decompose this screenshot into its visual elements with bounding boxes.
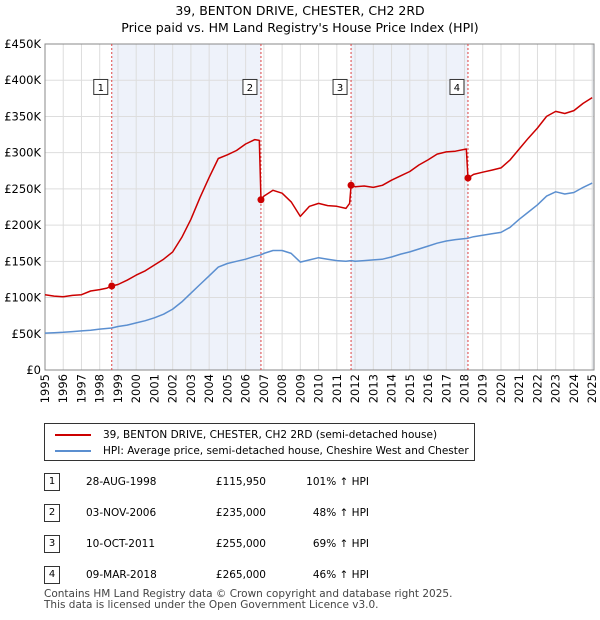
- x-tick-label: 2007: [257, 374, 271, 403]
- sale-hpi-change: 101% ↑ HPI: [306, 476, 369, 488]
- x-tick-label: 2020: [494, 374, 508, 403]
- sale-row: 2 03-NOV-2006 £235,000 48% ↑ HPI: [44, 502, 404, 524]
- ownership-shade: [111, 44, 261, 370]
- sale-date: 03-NOV-2006: [86, 507, 157, 519]
- y-tick-label: £150K: [4, 254, 41, 268]
- y-tick-label: £100K: [4, 291, 41, 305]
- footer-license: This data is licensed under the Open Gov…: [44, 599, 379, 611]
- x-tick-label: 2012: [348, 374, 362, 403]
- x-tick-label: 2019: [476, 374, 490, 403]
- x-tick-label: 1996: [56, 374, 70, 403]
- x-tick-label: 1999: [111, 374, 125, 403]
- x-tick-label: 2008: [275, 374, 289, 403]
- sale-number: 1: [44, 473, 60, 491]
- series-line-hpi: [44, 182, 593, 334]
- sale-price: £115,950: [215, 476, 266, 488]
- sale-label-box: [93, 78, 109, 95]
- sale-price: £265,000: [215, 569, 266, 581]
- sale-point: [464, 174, 472, 182]
- sale-date: 10-OCT-2011: [86, 538, 155, 550]
- sale-point: [108, 282, 116, 290]
- x-tick-label: 2016: [421, 374, 435, 403]
- x-tick-label: 2013: [366, 374, 380, 403]
- x-tick-label: 2011: [330, 374, 344, 403]
- x-tick-label: 1998: [93, 374, 107, 403]
- legend-label-hpi: HPI: Average price, semi-detached house,…: [103, 445, 469, 457]
- chart-subtitle: Price paid vs. HM Land Registry's House …: [121, 20, 479, 35]
- sale-number: 3: [44, 535, 60, 553]
- plot-frame: [44, 43, 595, 371]
- y-tick-label: £450K: [4, 37, 41, 51]
- sale-label-box: [332, 78, 348, 95]
- x-tick-label: 2001: [147, 374, 161, 403]
- sale-price: £235,000: [215, 507, 266, 519]
- x-tick-label: 2005: [220, 374, 234, 403]
- sale-hpi-change: 69% ↑ HPI: [312, 538, 369, 550]
- footer-copyright: Contains HM Land Registry data © Crown c…: [44, 588, 453, 600]
- sale-date: 28-AUG-1998: [86, 476, 157, 488]
- x-tick-label: 2009: [293, 374, 307, 403]
- x-tick-label: 1997: [74, 374, 88, 403]
- sale-label-number: 1: [98, 83, 104, 94]
- sale-date: 09-MAR-2018: [86, 569, 157, 581]
- legend-swatch-property: [55, 434, 91, 436]
- legend-item-property: 39, BENTON DRIVE, CHESTER, CH2 2RD (semi…: [55, 427, 437, 443]
- y-tick-label: £0: [26, 363, 41, 377]
- legend-swatch-hpi: [55, 450, 91, 452]
- sale-point: [347, 181, 355, 189]
- sale-number: 2: [44, 504, 60, 522]
- x-tick-label: 2023: [549, 374, 563, 403]
- x-tick-label: 2021: [512, 374, 526, 403]
- sale-row: 3 10-OCT-2011 £255,000 69% ↑ HPI: [44, 533, 404, 555]
- series-line-property: [44, 96, 593, 298]
- x-tick-label: 1995: [38, 374, 52, 403]
- x-tick-label: 2010: [312, 374, 326, 403]
- x-tick-label: 2022: [530, 374, 544, 403]
- sale-label-number: 3: [337, 83, 343, 94]
- x-tick-label: 2015: [403, 374, 417, 403]
- x-tick-label: 2006: [239, 374, 253, 403]
- legend-label-property: 39, BENTON DRIVE, CHESTER, CH2 2RD (semi…: [103, 429, 438, 441]
- y-tick-label: £200K: [4, 218, 41, 232]
- y-tick-label: £300K: [4, 146, 41, 160]
- x-tick-label: 2014: [385, 374, 399, 403]
- x-tick-label: 2000: [129, 374, 143, 403]
- sale-hpi-change: 48% ↑ HPI: [312, 507, 369, 519]
- x-tick-label: 2025: [585, 374, 599, 403]
- sale-price: £255,000: [215, 538, 266, 550]
- price-chart: £0 £50K £100K £150K £200K £250K £300K £350K £400…: [4, 37, 599, 403]
- x-tick-label: 2003: [184, 374, 198, 403]
- sale-number: 4: [44, 566, 60, 584]
- sale-label-box: [449, 78, 465, 95]
- y-tick-label: £400K: [4, 73, 41, 87]
- sale-label-box: [242, 78, 258, 95]
- legend-item-hpi: HPI: Average price, semi-detached house,…: [55, 443, 469, 459]
- footer: Contains HM Land Registry data © Crown c…: [44, 589, 452, 611]
- sale-hpi-change: 46% ↑ HPI: [312, 569, 369, 581]
- sale-point: [257, 196, 265, 204]
- legend: 39, BENTON DRIVE, CHESTER, CH2 2RD (semi…: [44, 423, 475, 461]
- x-tick-label: 2004: [202, 374, 216, 403]
- sale-row: 1 28-AUG-1998 £115,950 101% ↑ HPI: [44, 471, 404, 493]
- y-tick-label: £50K: [12, 327, 42, 341]
- ownership-shade: [592, 44, 594, 370]
- chart-title: 39, BENTON DRIVE, CHESTER, CH2 2RD: [175, 3, 425, 18]
- x-tick-label: 2002: [166, 374, 180, 403]
- sale-row: 4 09-MAR-2018 £265,000 46% ↑ HPI: [44, 564, 404, 586]
- x-tick-label: 2024: [567, 374, 581, 403]
- y-tick-label: £250K: [4, 182, 41, 196]
- x-tick-label: 2017: [439, 374, 453, 403]
- y-tick-label: £350K: [4, 109, 41, 123]
- x-tick-label: 2018: [458, 374, 472, 403]
- sale-label-number: 2: [247, 83, 253, 94]
- sale-label-number: 4: [454, 83, 460, 94]
